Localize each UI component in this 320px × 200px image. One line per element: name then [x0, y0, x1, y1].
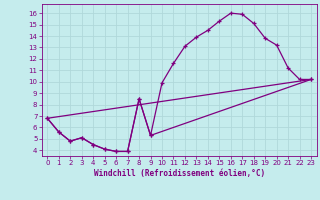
- X-axis label: Windchill (Refroidissement éolien,°C): Windchill (Refroidissement éolien,°C): [94, 169, 265, 178]
